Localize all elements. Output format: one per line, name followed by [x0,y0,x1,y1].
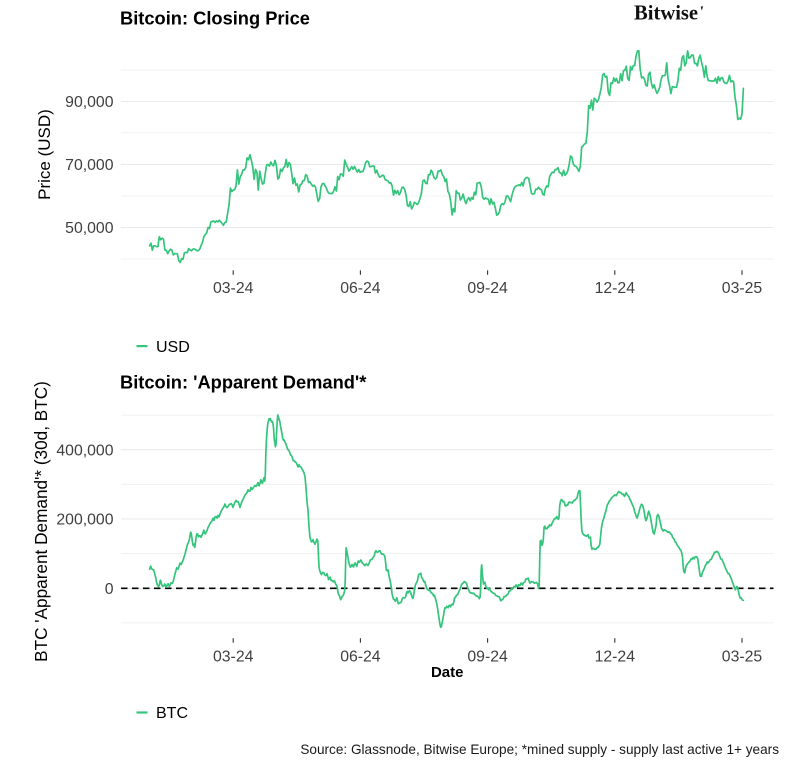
svg-text:Date: Date [431,664,464,681]
svg-text:70,000: 70,000 [65,157,114,174]
svg-text:03-24: 03-24 [213,280,254,297]
svg-text:03-25: 03-25 [722,280,763,297]
svg-text:Source: Glassnode, Bitwise Eur: Source: Glassnode, Bitwise Europe; *mine… [300,742,779,757]
svg-text:06-24: 06-24 [340,280,381,297]
svg-text:09-24: 09-24 [467,649,508,666]
svg-text:400,000: 400,000 [56,442,113,459]
svg-text:12-24: 12-24 [595,280,636,297]
svg-text:09-24: 09-24 [467,280,508,297]
svg-text:BTC: BTC [156,705,188,722]
svg-text:90,000: 90,000 [65,94,114,111]
svg-text:Bitcoin: 'Apparent Demand'*: Bitcoin: 'Apparent Demand'* [120,372,367,393]
svg-text:03-25: 03-25 [722,649,763,666]
svg-text:50,000: 50,000 [65,220,114,237]
svg-text:Bitcoin: Closing Price: Bitcoin: Closing Price [120,7,310,28]
svg-text:Bitwise: Bitwise [634,3,698,25]
svg-text:06-24: 06-24 [340,649,381,666]
svg-text:USD: USD [156,339,190,356]
svg-text:12-24: 12-24 [595,649,636,666]
svg-text:0: 0 [105,581,114,598]
svg-text:200,000: 200,000 [56,512,113,529]
svg-text:03-24: 03-24 [213,649,254,666]
svg-text:BTC 'Apparent Demand'* (30d, B: BTC 'Apparent Demand'* (30d, BTC) [31,381,51,662]
svg-text:Price (USD): Price (USD) [35,109,54,200]
